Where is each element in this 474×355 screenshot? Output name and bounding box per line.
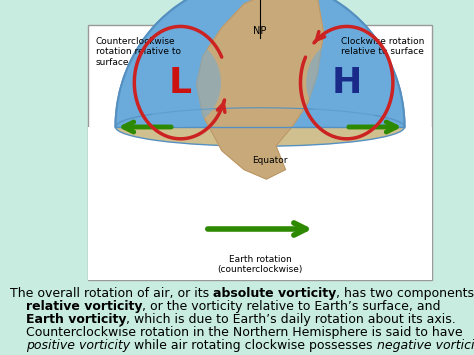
Bar xyxy=(88,25,432,280)
Text: absolute vorticity: absolute vorticity xyxy=(213,287,337,300)
Text: Counterclockwise rotation in the Northern Hemisphere is said to have: Counterclockwise rotation in the Norther… xyxy=(10,326,463,339)
Text: The overall rotation of air, or its: The overall rotation of air, or its xyxy=(10,287,213,300)
Text: relative vorticity: relative vorticity xyxy=(26,300,143,313)
Text: negative vorticity: negative vorticity xyxy=(377,339,474,352)
Text: Equator: Equator xyxy=(252,156,288,165)
Text: while air rotating clockwise possesses: while air rotating clockwise possesses xyxy=(130,339,377,352)
Ellipse shape xyxy=(140,38,221,127)
Ellipse shape xyxy=(116,0,404,275)
Text: NP: NP xyxy=(253,26,267,36)
Text: , or the vorticity relative to Earth’s surface, and: , or the vorticity relative to Earth’s s… xyxy=(143,300,441,313)
Text: , which is due to Earth’s daily rotation about its axis.: , which is due to Earth’s daily rotation… xyxy=(127,313,456,326)
Bar xyxy=(110,0,410,127)
Bar xyxy=(88,127,432,280)
Text: , has two components:: , has two components: xyxy=(337,287,474,300)
Text: Clockwise rotation
relative to surface: Clockwise rotation relative to surface xyxy=(341,37,424,56)
Polygon shape xyxy=(196,0,324,179)
Ellipse shape xyxy=(116,0,404,275)
Text: Counterclockwise
rotation relative to
surface: Counterclockwise rotation relative to su… xyxy=(96,37,181,67)
Text: positive vorticity: positive vorticity xyxy=(26,339,130,352)
Text: L: L xyxy=(169,66,192,100)
Text: Earth vorticity: Earth vorticity xyxy=(26,313,127,326)
Text: Earth rotation
(counterclockwise): Earth rotation (counterclockwise) xyxy=(217,255,303,274)
Ellipse shape xyxy=(306,38,387,127)
Text: H: H xyxy=(331,66,362,100)
Ellipse shape xyxy=(116,108,404,146)
